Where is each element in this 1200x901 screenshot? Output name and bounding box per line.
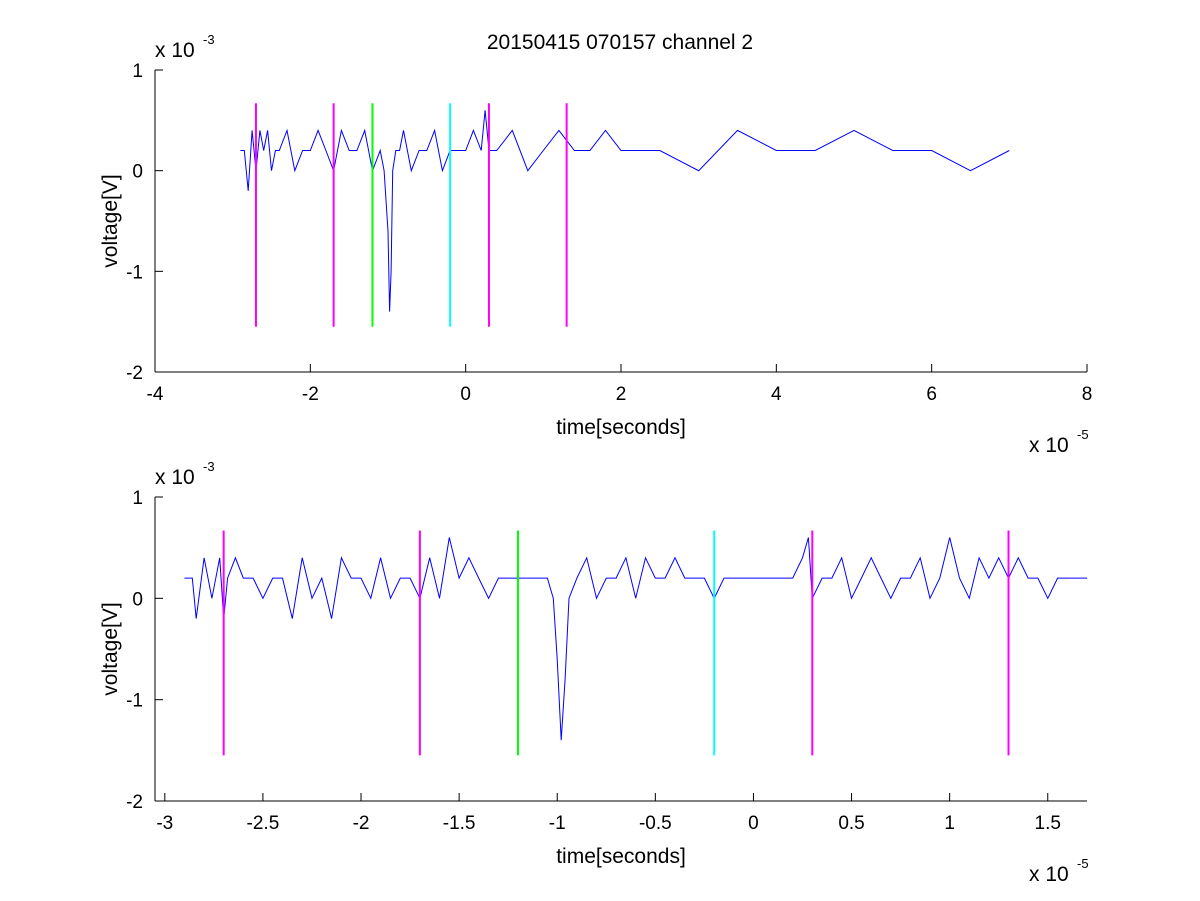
- bottom-x-exponent-label: x 10: [1029, 863, 1069, 886]
- top-y-tick-label: 1: [132, 61, 143, 82]
- bottom-x-tick-label: -0.5: [639, 813, 672, 834]
- top-x-exponent-label: x 10: [1029, 434, 1069, 457]
- top-x-axis-label: time[seconds]: [556, 416, 686, 439]
- bottom-x-tick-label: -2: [353, 813, 370, 834]
- top-y-axis-label: voltage[V]: [99, 174, 122, 267]
- bottom-x-tick-label: -2.5: [247, 813, 280, 834]
- top-x-tick-label: 8: [1082, 384, 1093, 405]
- top-subplot: -4 -2 0 2 4 6 8-2-101time[seconds]voltage[V]x …: [99, 32, 1092, 457]
- top-y-tick-label: -1: [126, 262, 143, 283]
- bottom-y-tick-label: -2: [126, 792, 143, 813]
- top-x-tick-label: 4: [771, 384, 782, 405]
- bottom-y-exponent-label: x 10: [155, 466, 195, 489]
- bottom-x-tick-label: 0: [748, 813, 759, 834]
- top-y-tick-label: -2: [126, 363, 143, 384]
- bottom-y-tick-label: -1: [126, 691, 143, 712]
- bottom-x-tick-label: -1: [549, 813, 566, 834]
- top-y-exponent: -3: [203, 32, 215, 47]
- top-y-exponent-label: x 10: [155, 39, 195, 62]
- bottom-signal-line: [184, 537, 1087, 741]
- bottom-y-axis-label: voltage[V]: [99, 602, 122, 695]
- bottom-y-tick-label: 1: [132, 488, 143, 509]
- bottom-x-axis-label: time[seconds]: [556, 845, 686, 868]
- bottom-y-exponent: -3: [203, 459, 215, 474]
- bottom-x-tick-label: -1.5: [443, 813, 476, 834]
- top-x-tick-label: 2: [616, 384, 627, 405]
- bottom-x-tick-label: -3: [156, 813, 173, 834]
- bottom-x-exponent: -5: [1077, 856, 1089, 871]
- top-x-exponent: -5: [1077, 427, 1089, 442]
- figure-title: 20150415 070157 channel 2: [487, 31, 753, 54]
- top-x-tick-label: 6: [926, 384, 937, 405]
- top-x-tick-label: 0: [460, 384, 471, 405]
- bottom-subplot: -3 -2.5 -2 -1.5 -1 -0.5 0 0.5 1 1.5 -2 -1 0 1 time[sec…: [99, 459, 1089, 886]
- bottom-x-tick-label: 1.5: [1035, 813, 1061, 834]
- top-x-tick-label: -2: [302, 384, 319, 405]
- top-y-tick-label: 0: [132, 162, 143, 183]
- bottom-x-tick-label: 0.5: [838, 813, 864, 834]
- bottom-x-tick-label: 1: [944, 813, 955, 834]
- top-x-tick-label: -4: [147, 384, 164, 405]
- bottom-y-tick-label: 0: [132, 589, 143, 610]
- top-signal-line: [240, 110, 1010, 312]
